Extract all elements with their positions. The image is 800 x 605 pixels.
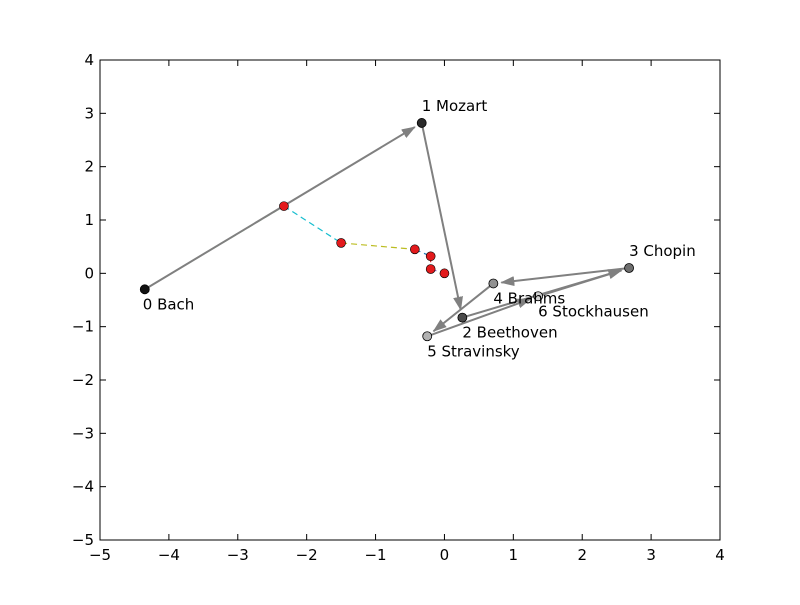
- x-tick-label-9: 4: [715, 546, 725, 564]
- composer-point-2: [457, 312, 468, 323]
- arrow-4-to-5: [432, 282, 494, 333]
- arrow-1-to-2: [420, 122, 463, 311]
- arrow-3-to-4: [500, 267, 630, 287]
- y-tick-label-6: 1: [84, 211, 94, 229]
- x-tick-label-1: −4: [158, 546, 180, 564]
- y-tick-label-8: 3: [84, 104, 94, 122]
- red-point-5: [439, 268, 450, 279]
- arrow-6-to-3: [537, 269, 623, 298]
- axes-layer: −5 −4 −3 −2 −1 0 1 2 3 4 −5 −4 −3 −2 −1 0 1 2 3 4: [72, 51, 725, 564]
- composer-point-5: [422, 331, 433, 342]
- red-point-1: [336, 238, 346, 248]
- arrow-5-to-6: [426, 298, 532, 338]
- composer-point-3: [624, 263, 634, 273]
- y-tick-label-1: −4: [72, 478, 94, 496]
- red-point-3: [425, 251, 436, 262]
- red-point-2: [410, 244, 420, 255]
- composer-label-1: 1 Mozart: [422, 97, 488, 115]
- x-tick-label-8: 3: [646, 546, 656, 564]
- x-tick-label-7: 2: [577, 546, 587, 564]
- y-tick-label-7: 2: [84, 158, 94, 176]
- composer-label-5: 5 Stravinsky: [427, 342, 520, 360]
- x-tick-label-4: −1: [364, 546, 386, 564]
- composer-point-4: [488, 278, 499, 289]
- y-tick-label-2: −3: [72, 424, 94, 442]
- y-tick-label-3: −2: [72, 371, 94, 389]
- red-point-0: [279, 201, 289, 211]
- composer-label-6: 6 Stockhausen: [538, 302, 649, 320]
- y-tick-label-9: 4: [84, 51, 94, 69]
- composer-label-3: 3 Chopin: [629, 242, 696, 260]
- dashed-path-layer: [144, 205, 445, 290]
- plot-frame: [99, 59, 721, 541]
- composer-point-0: [139, 284, 150, 295]
- composer-label-2: 2 Beethoven: [462, 324, 557, 342]
- x-tick-label-2: −3: [227, 546, 249, 564]
- x-tick-label-0: −5: [89, 546, 111, 564]
- composer-point-1: [416, 118, 427, 128]
- composer-label-0: 0 Bach: [143, 295, 195, 313]
- point-layer: [139, 118, 634, 342]
- y-tick-label-0: −5: [72, 531, 94, 549]
- label-layer: 0 Bach 1 Mozart 2 Beethoven 3 Chopin 4 Brahm…: [143, 97, 696, 360]
- composer-label-4: 4 Brahms: [493, 289, 565, 307]
- y-tick-label-5: 0: [84, 264, 94, 282]
- composer-point-6: [533, 291, 544, 302]
- y-tick-label-4: −1: [72, 318, 94, 336]
- x-tick-label-5: 0: [440, 546, 450, 564]
- dashed-segment-1: [283, 205, 342, 244]
- red-point-4: [425, 264, 436, 274]
- x-tick-label-3: −2: [296, 546, 318, 564]
- dashed-segment-2: [341, 242, 415, 250]
- x-tick-label-6: 1: [509, 546, 519, 564]
